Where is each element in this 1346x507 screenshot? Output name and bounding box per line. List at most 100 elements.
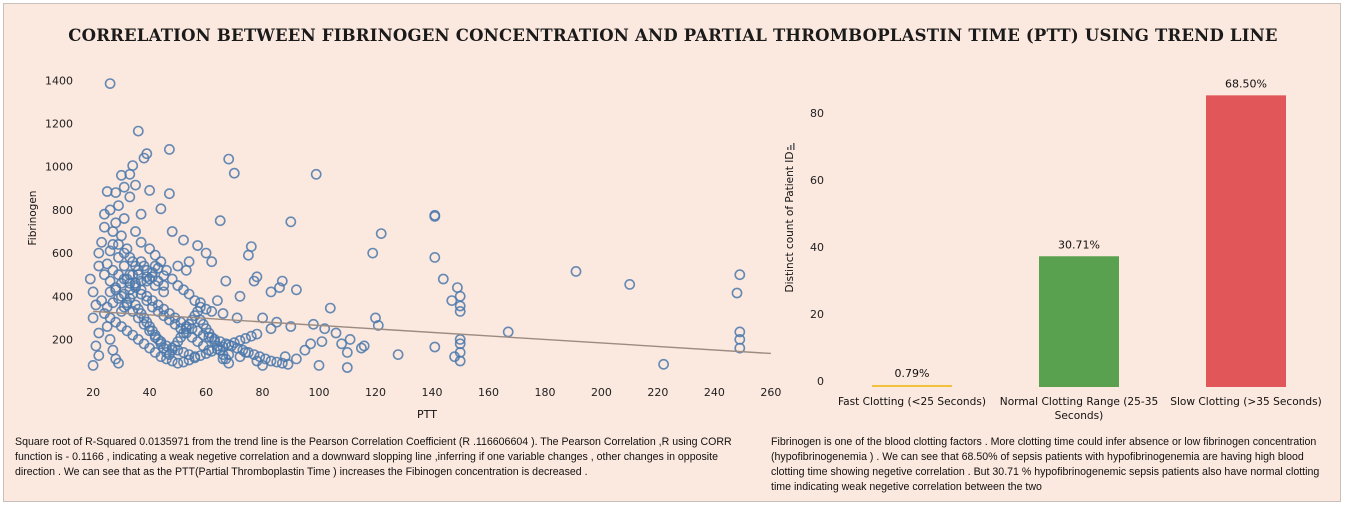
scatter-point[interactable] xyxy=(178,234,189,246)
scatter-point[interactable] xyxy=(183,288,195,300)
scatter-point[interactable] xyxy=(231,312,243,324)
scatter-point[interactable] xyxy=(305,338,316,350)
scatter-point[interactable] xyxy=(265,286,277,298)
scatter-point[interactable] xyxy=(248,349,260,360)
scatter-point[interactable] xyxy=(93,350,105,361)
scatter-point[interactable] xyxy=(138,318,150,330)
scatter-point[interactable] xyxy=(87,312,99,324)
scatter-point[interactable] xyxy=(155,256,167,268)
scatter-point[interactable] xyxy=(437,273,449,285)
scatter-point[interactable] xyxy=(449,351,460,363)
bar[interactable] xyxy=(872,384,952,387)
scatter-point[interactable] xyxy=(271,356,283,368)
scatter-point[interactable] xyxy=(124,191,136,203)
scatter-point[interactable] xyxy=(265,355,277,367)
scatter-point[interactable] xyxy=(166,355,178,367)
scatter-point[interactable] xyxy=(93,247,105,259)
scatter-point[interactable] xyxy=(189,351,201,363)
scatter-point[interactable] xyxy=(166,342,178,354)
scatter-point[interactable] xyxy=(180,264,192,276)
scatter-point[interactable] xyxy=(116,290,127,302)
scatter-point[interactable] xyxy=(132,312,144,324)
scatter-point[interactable] xyxy=(183,354,195,366)
scatter-point[interactable] xyxy=(259,353,271,365)
scatter-point[interactable] xyxy=(138,152,150,164)
scatter-point[interactable] xyxy=(242,249,254,261)
scatter-point[interactable] xyxy=(99,208,110,220)
scatter-point[interactable] xyxy=(234,335,246,346)
scatter-point[interactable] xyxy=(217,341,229,353)
scatter-point[interactable] xyxy=(220,275,232,287)
scatter-point[interactable] xyxy=(141,264,153,276)
scatter-point[interactable] xyxy=(113,238,124,250)
scatter-point[interactable] xyxy=(276,357,288,369)
scatter-point[interactable] xyxy=(163,143,175,155)
scatter-point[interactable] xyxy=(206,305,218,317)
scatter-point[interactable] xyxy=(124,251,136,263)
scatter-point[interactable] xyxy=(163,188,175,200)
scatter-point[interactable] xyxy=(194,350,206,361)
scatter-point[interactable] xyxy=(172,344,184,356)
scatter-point[interactable] xyxy=(454,305,466,317)
scatter-point[interactable] xyxy=(570,265,582,277)
scatter-point[interactable] xyxy=(254,351,266,363)
scatter-point[interactable] xyxy=(130,179,141,191)
scatter-point[interactable] xyxy=(118,181,130,193)
scatter-point[interactable] xyxy=(319,323,331,335)
scatter-point[interactable] xyxy=(110,187,122,198)
scatter-point[interactable] xyxy=(96,236,107,248)
scatter-point[interactable] xyxy=(121,299,133,311)
scatter-point[interactable] xyxy=(101,321,113,332)
scatter-point[interactable] xyxy=(313,359,325,371)
scatter-point[interactable] xyxy=(99,221,110,233)
scatter-point[interactable] xyxy=(127,305,139,317)
scatter-point[interactable] xyxy=(355,342,367,354)
scatter-point[interactable] xyxy=(172,357,184,369)
scatter-point[interactable] xyxy=(130,282,141,293)
scatter-point[interactable] xyxy=(144,184,155,196)
scatter-point[interactable] xyxy=(274,282,285,293)
scatter-point[interactable] xyxy=(214,215,226,227)
scatter-point[interactable] xyxy=(290,353,302,365)
scatter-point[interactable] xyxy=(203,344,215,356)
scatter-point[interactable] xyxy=(118,260,130,272)
scatter-point[interactable] xyxy=(658,358,669,370)
scatter-point[interactable] xyxy=(141,295,153,306)
scatter-point[interactable] xyxy=(324,302,336,314)
scatter-point[interactable] xyxy=(104,275,116,287)
scatter-point[interactable] xyxy=(158,286,170,298)
scatter-point[interactable] xyxy=(285,216,297,228)
bar[interactable] xyxy=(1206,95,1286,388)
scatter-point[interactable] xyxy=(429,210,441,222)
scatter-point[interactable] xyxy=(206,256,218,268)
scatter-point[interactable] xyxy=(330,327,342,339)
scatter-point[interactable] xyxy=(237,344,249,356)
scatter-point[interactable] xyxy=(155,203,167,215)
scatter-point[interactable] xyxy=(158,280,170,291)
scatter-point[interactable] xyxy=(251,328,263,340)
scatter-point[interactable] xyxy=(93,260,105,272)
scatter-point[interactable] xyxy=(178,346,189,358)
scatter-point[interactable] xyxy=(429,341,441,353)
scatter-point[interactable] xyxy=(367,247,379,259)
scatter-point[interactable] xyxy=(211,295,223,306)
scatter-point[interactable] xyxy=(113,200,124,211)
scatter-point[interactable] xyxy=(299,344,311,356)
scatter-point[interactable] xyxy=(336,338,347,350)
scatter-point[interactable] xyxy=(446,295,458,306)
scatter-point[interactable] xyxy=(429,251,441,263)
scatter-point[interactable] xyxy=(99,269,110,281)
scatter-point[interactable] xyxy=(200,247,212,259)
scatter-point[interactable] xyxy=(372,319,384,331)
scatter-point[interactable] xyxy=(104,78,116,89)
scatter-point[interactable] xyxy=(242,346,254,358)
scatter-point[interactable] xyxy=(392,349,404,360)
scatter-point[interactable] xyxy=(172,260,184,272)
scatter-point[interactable] xyxy=(130,226,141,237)
bar[interactable] xyxy=(1039,256,1119,387)
scatter-point[interactable] xyxy=(135,236,147,248)
scatter-point[interactable] xyxy=(107,238,119,250)
sort-icon[interactable] xyxy=(787,143,795,150)
scatter-point[interactable] xyxy=(116,169,127,181)
scatter-point[interactable] xyxy=(734,326,746,338)
